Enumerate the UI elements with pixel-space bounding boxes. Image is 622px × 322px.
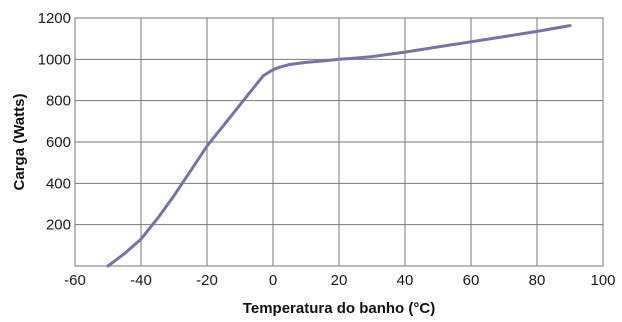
x-axis-title: Temperatura do banho (°C)	[243, 300, 435, 317]
y-tick-labels: 200 400 600 800 1000 1200	[38, 10, 71, 234]
series-line	[106, 24, 572, 268]
y-tick-label: 200	[46, 217, 71, 234]
y-axis-title: Carga (Watts)	[11, 94, 28, 191]
x-tick-label: 40	[397, 272, 414, 289]
x-tick-label: 100	[590, 272, 615, 289]
x-tick-label: 20	[331, 272, 348, 289]
y-tick-label: 400	[46, 175, 71, 192]
series-layer	[106, 24, 572, 268]
y-tick-label: 800	[46, 93, 71, 110]
gridlines	[74, 17, 604, 266]
y-tick-label: 1200	[38, 10, 71, 27]
x-tick-label: 60	[463, 272, 480, 289]
y-tick-label: 1000	[38, 51, 71, 68]
plot-frame	[74, 17, 604, 267]
x-tick-label: -20	[196, 272, 218, 289]
x-tick-label: -40	[130, 272, 152, 289]
y-tick-label: 600	[46, 134, 71, 151]
x-tick-labels: -60 -40 -20 0 20 40 60 80 100	[64, 272, 615, 289]
x-tick-label: -60	[64, 272, 86, 289]
x-tick-label: 0	[269, 272, 277, 289]
x-tick-label: 80	[529, 272, 546, 289]
